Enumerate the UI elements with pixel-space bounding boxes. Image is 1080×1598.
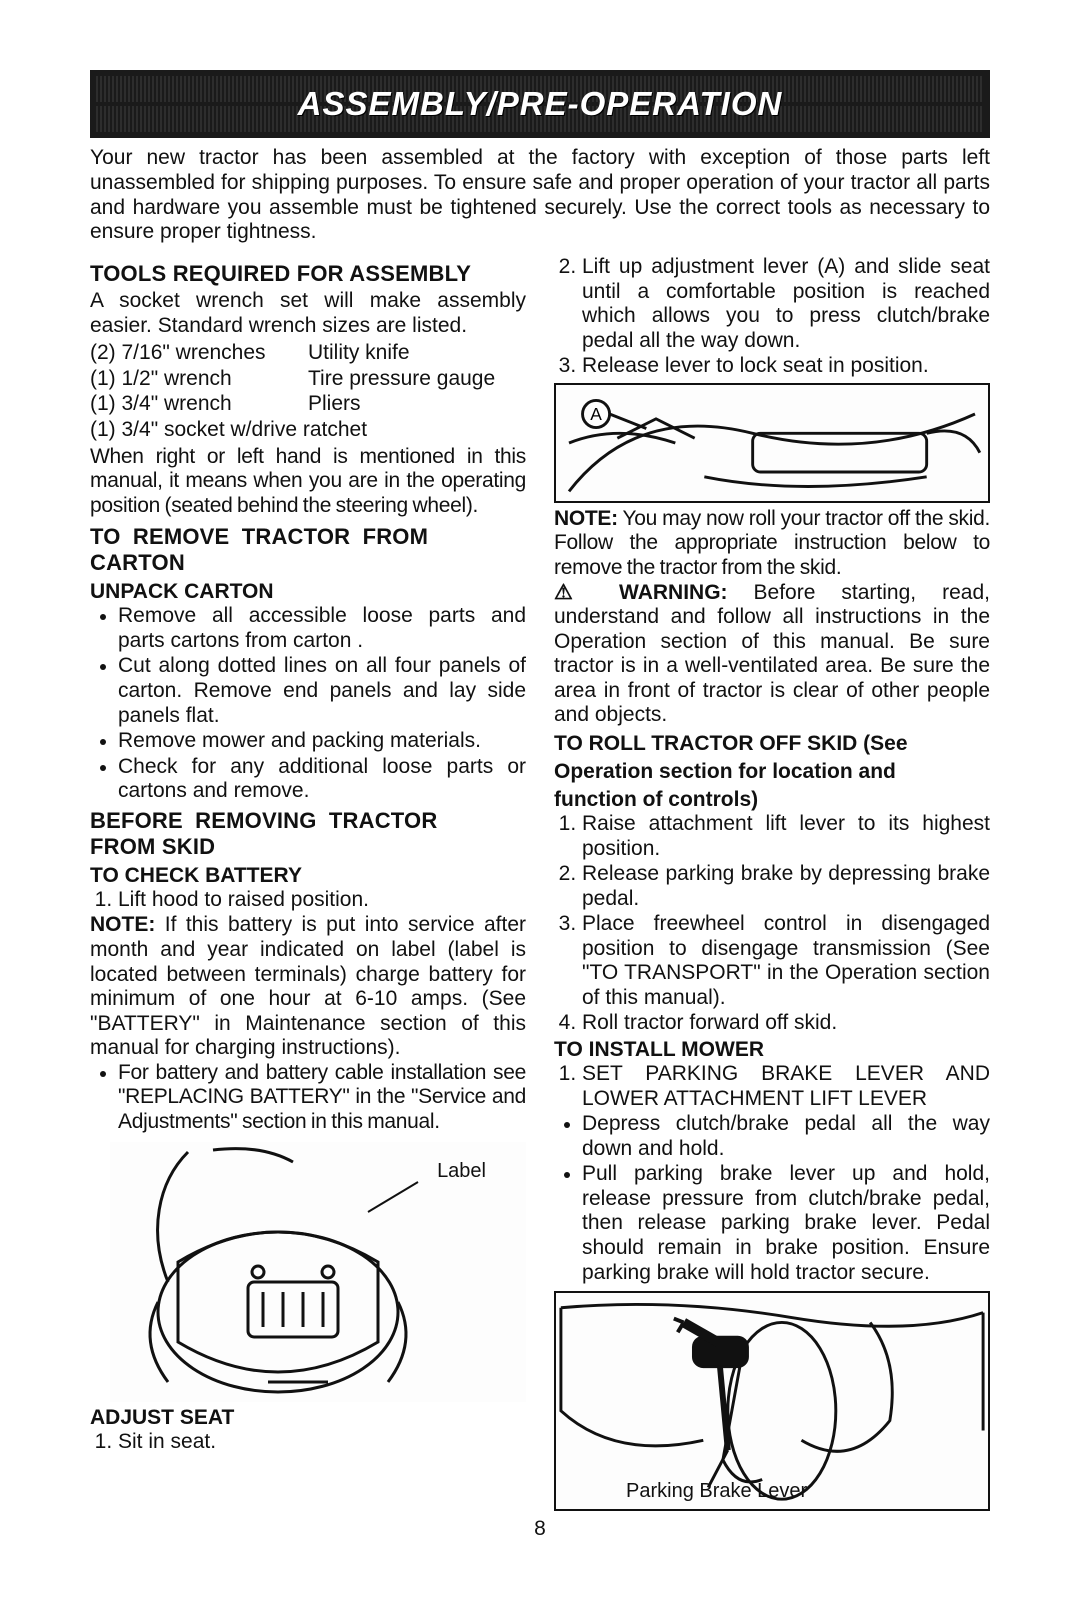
list-item: Depress clutch/brake pedal all the way d…: [582, 1112, 990, 1161]
seat-steps-continued: Lift up adjustment lever (A) and slide s…: [554, 255, 990, 379]
unpack-list: Remove all accessible loose parts and pa…: [90, 604, 526, 804]
note-text: If this battery is put into service afte…: [90, 913, 526, 1059]
adjust-seat-heading: ADJUST SEAT: [90, 1406, 526, 1430]
two-column-layout: TOOLS REQUIRED FOR ASSEMBLY A socket wre…: [90, 255, 990, 1511]
note-text: You may now roll your tractor off the sk…: [554, 507, 990, 579]
figure-label: Label: [437, 1160, 486, 1183]
tools-heading: TOOLS REQUIRED FOR ASSEMBLY: [90, 261, 526, 287]
warning-paragraph: ⚠ WARNING: Before starting, read, unders…: [554, 581, 990, 728]
parking-brake-illustration-icon: [556, 1293, 988, 1509]
tools-lead: A socket wrench set will make assembly e…: [90, 289, 526, 338]
roll-steps-list: Raise attachment lift lever to its highe…: [554, 812, 990, 1036]
tool-cell: (1) 1/2" wrench: [90, 366, 308, 392]
tool-cell: (1) 3/4" socket w/drive ratchet: [90, 417, 526, 443]
before-heading-line1: BEFORE REMOVING TRACTOR: [90, 808, 526, 834]
list-item: Lift up adjustment lever (A) and slide s…: [582, 255, 990, 353]
list-item: Sit in seat.: [118, 1430, 526, 1455]
list-item: Lift hood to raised position.: [118, 888, 526, 913]
tool-cell: Tire pressure gauge: [308, 366, 526, 392]
banner-title: ASSEMBLY/PRE-OPERATION: [298, 85, 783, 123]
right-column: Lift up adjustment lever (A) and slide s…: [554, 255, 990, 1511]
list-item: Raise attachment lift lever to its highe…: [582, 812, 990, 861]
page-number: 8: [90, 1517, 990, 1541]
list-item: For battery and battery cable installati…: [118, 1061, 526, 1135]
install-steps-list: SET PARKING BRAKE LEVER AND LOWER ATTACH…: [554, 1062, 990, 1111]
list-item: Release lever to lock seat in position.: [582, 354, 990, 379]
manual-page: ASSEMBLY/PRE-OPERATION Your new tractor …: [0, 0, 1080, 1571]
roll-heading-line2: Operation section for location and: [554, 760, 990, 784]
list-item: Cut along dotted lines on all four panel…: [118, 654, 526, 728]
roll-heading-line1: TO ROLL TRACTOR OFF SKID (See: [554, 732, 990, 756]
install-mower-heading: TO INSTALL MOWER: [554, 1038, 990, 1062]
note-label: NOTE:: [554, 507, 618, 530]
list-item: Check for any additional loose parts or …: [118, 755, 526, 804]
left-column: TOOLS REQUIRED FOR ASSEMBLY A socket wre…: [90, 255, 526, 1511]
warning-label: WARNING:: [619, 581, 728, 604]
intro-paragraph: Your new tractor has been assembled at t…: [90, 146, 990, 245]
battery-figure: Label: [110, 1142, 526, 1402]
tool-cell: Utility knife: [308, 340, 526, 366]
figure-label: Parking Brake Lever: [626, 1480, 807, 1503]
roll-heading-line3: function of controls): [554, 788, 990, 812]
warning-icon: ⚠: [554, 581, 593, 604]
list-item: Remove mower and packing materials.: [118, 729, 526, 754]
note-label: NOTE:: [90, 913, 155, 936]
tool-cell: (1) 3/4" wrench: [90, 391, 308, 417]
roll-note: NOTE: You may now roll your tractor off …: [554, 507, 990, 581]
section-banner: ASSEMBLY/PRE-OPERATION: [90, 70, 990, 138]
battery-note: NOTE: If this battery is put into servic…: [90, 913, 526, 1060]
install-bullets: Depress clutch/brake pedal all the way d…: [554, 1112, 990, 1285]
parking-brake-figure: Parking Brake Lever: [554, 1291, 990, 1511]
battery-bullet-list: For battery and battery cable installati…: [90, 1061, 526, 1135]
tool-cell: Pliers: [308, 391, 526, 417]
tools-table: (2) 7/16" wrenches Utility knife (1) 1/2…: [90, 340, 526, 442]
check-battery-heading: TO CHECK BATTERY: [90, 864, 526, 888]
list-item: Release parking brake by depressing brak…: [582, 862, 990, 911]
list-item: SET PARKING BRAKE LEVER AND LOWER ATTACH…: [582, 1062, 990, 1111]
check-battery-list: Lift hood to raised position.: [90, 888, 526, 913]
adjust-seat-list: Sit in seat.: [90, 1430, 526, 1455]
list-item: Remove all accessible loose parts and pa…: [118, 604, 526, 653]
hand-note: When right or left hand is mentioned in …: [90, 445, 526, 519]
seat-lever-figure: A: [554, 383, 990, 503]
list-item: Place freewheel control in disengaged po…: [582, 912, 990, 1010]
tool-cell: (2) 7/16" wrenches: [90, 340, 308, 366]
unpack-heading: UNPACK CARTON: [90, 580, 526, 604]
list-item: Roll tractor forward off skid.: [582, 1011, 990, 1036]
callout-a-icon: A: [590, 404, 602, 424]
remove-heading-line2: CARTON: [90, 550, 526, 576]
remove-heading-line1: TO REMOVE TRACTOR FROM: [90, 524, 526, 550]
list-item: Pull parking brake lever up and hold, re…: [582, 1162, 990, 1285]
before-heading-line2: FROM SKID: [90, 834, 526, 860]
seat-lever-illustration-icon: A: [556, 385, 988, 501]
